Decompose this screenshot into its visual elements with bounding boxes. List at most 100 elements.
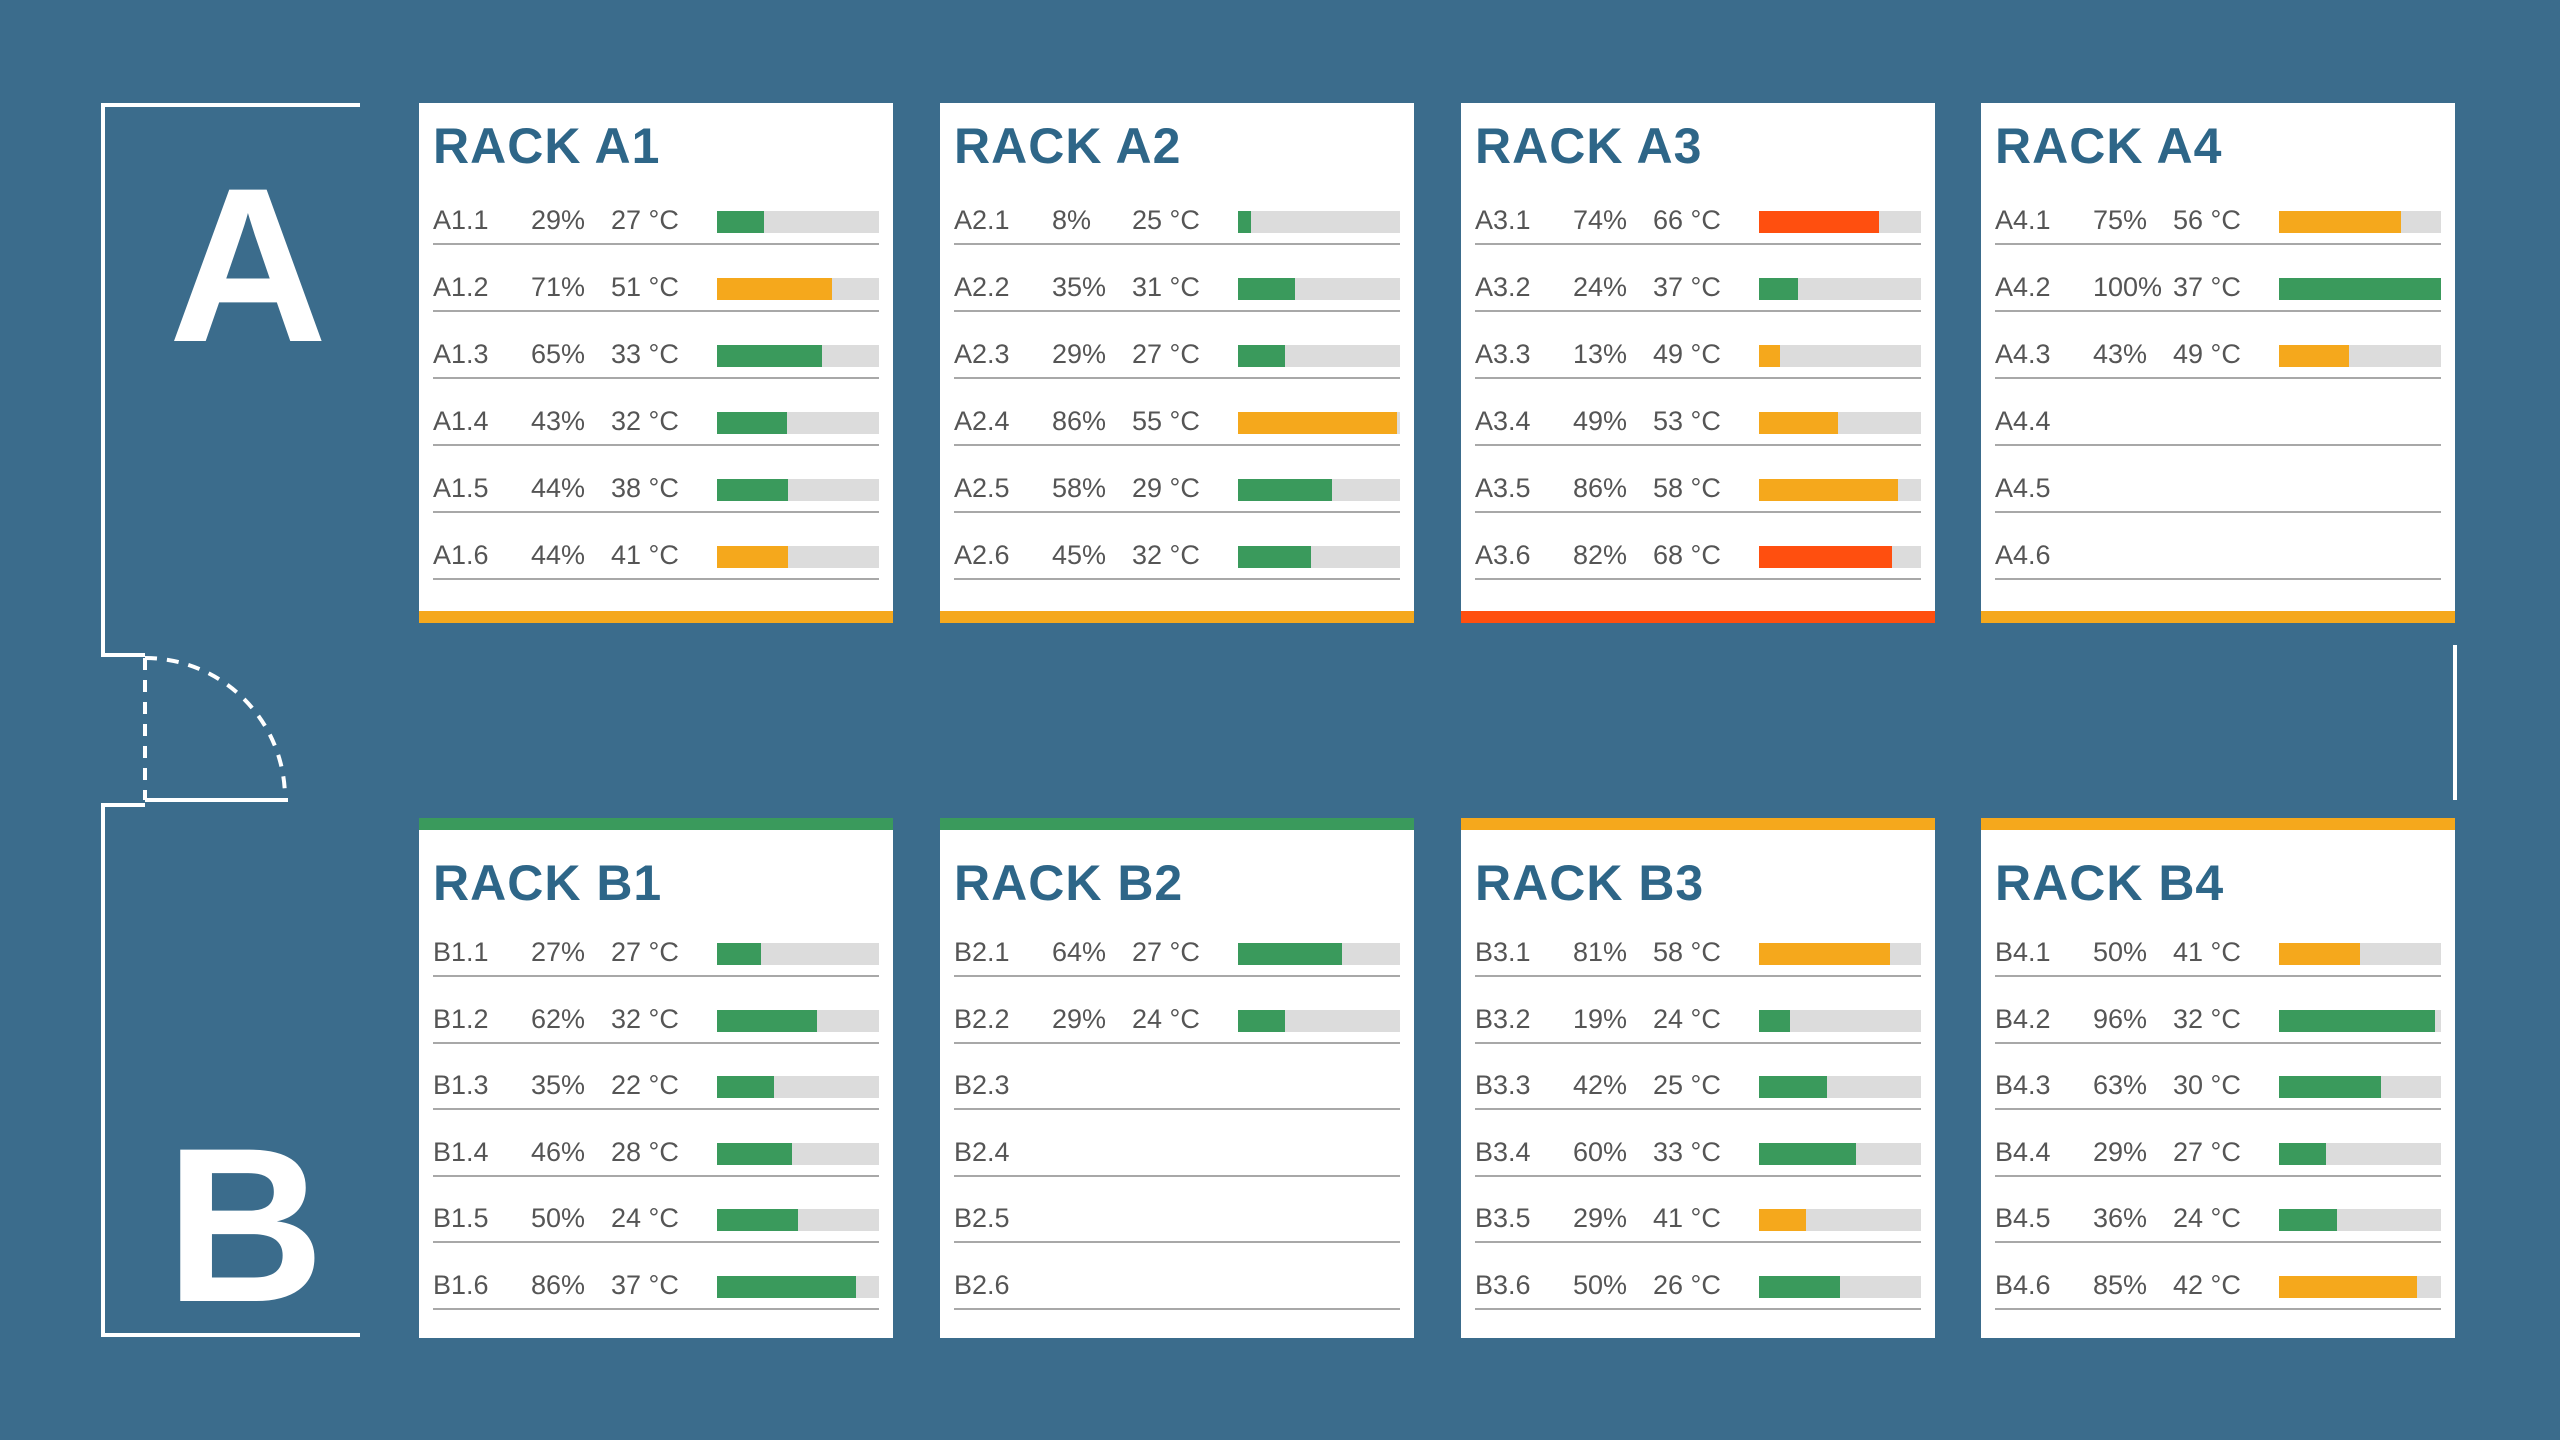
rack-slot-row[interactable]: A3.4 49% 53 °C bbox=[1475, 402, 1921, 446]
slot-load-percent: 27% bbox=[531, 937, 586, 967]
slot-temperature: 32 °C bbox=[611, 406, 679, 436]
slot-load-bar-fill bbox=[1759, 278, 1798, 300]
rack-slot-row[interactable]: B3.6 50% 26 °C bbox=[1475, 1266, 1921, 1310]
rack-status-bar bbox=[1461, 611, 1935, 623]
slot-load-percent: 85% bbox=[2093, 1270, 2148, 1300]
rack-slot-row[interactable]: A2.5 58% 29 °C bbox=[954, 469, 1400, 513]
slot-load-percent: 86% bbox=[1573, 473, 1628, 503]
slot-load-percent: 44% bbox=[531, 540, 586, 570]
rack-slot-row[interactable]: A2.6 45% 32 °C bbox=[954, 536, 1400, 580]
rack-slot-row[interactable]: A1.3 65% 33 °C bbox=[433, 335, 879, 379]
slot-temperature: 27 °C bbox=[611, 937, 679, 967]
rack-slot-row[interactable]: B2.3 bbox=[954, 1066, 1400, 1111]
slot-load-bar-fill bbox=[1238, 479, 1332, 501]
rack-slot-row[interactable]: B4.5 36% 24 °C bbox=[1995, 1199, 2441, 1244]
slot-temperature: 58 °C bbox=[1653, 937, 1721, 967]
rack-card-a1[interactable]: RACK A1 A1.1 29% 27 °C A1.2 71% 51 °C A1.3 65% 33… bbox=[419, 103, 893, 623]
slot-load-bar-fill bbox=[1759, 211, 1879, 233]
rack-slot-row[interactable]: A2.2 35% 31 °C bbox=[954, 268, 1400, 312]
rack-card-a3[interactable]: RACK A3 A3.1 74% 66 °C A3.2 24% 37 °C A3.3 13% 49… bbox=[1461, 103, 1935, 623]
rack-slot-row[interactable]: A1.2 71% 51 °C bbox=[433, 268, 879, 312]
rack-slot-row[interactable]: A3.6 82% 68 °C bbox=[1475, 536, 1921, 580]
slot-name: B4.5 bbox=[1995, 1203, 2051, 1234]
slot-load-bar bbox=[1759, 1009, 1921, 1032]
door-swing-arc bbox=[144, 656, 287, 799]
rack-slot-row[interactable]: A3.2 24% 37 °C bbox=[1475, 268, 1921, 312]
rack-slot-row[interactable]: A1.6 44% 41 °C bbox=[433, 536, 879, 580]
rack-slot-row[interactable]: B4.4 29% 27 °C bbox=[1995, 1133, 2441, 1177]
slot-load-bar-fill bbox=[1759, 1142, 1857, 1165]
rack-slot-row[interactable]: B2.5 bbox=[954, 1199, 1400, 1244]
slot-temperature: 24 °C bbox=[611, 1203, 679, 1234]
rack-slot-row[interactable]: A2.3 29% 27 °C bbox=[954, 335, 1400, 379]
rack-slot-row[interactable]: A1.1 29% 27 °C bbox=[433, 201, 879, 245]
rack-slot-row[interactable]: B1.2 62% 32 °C bbox=[433, 1000, 879, 1044]
rack-slot-row[interactable]: B1.1 27% 27 °C bbox=[433, 933, 879, 977]
slot-name: B3.4 bbox=[1475, 1136, 1531, 1167]
rack-slot-row[interactable]: B4.1 50% 41 °C bbox=[1995, 933, 2441, 977]
slot-temperature: 53 °C bbox=[1653, 406, 1721, 436]
rack-card-a4[interactable]: RACK A4 A4.1 75% 56 °C A4.2 100% 37 °C A4.3 43% 4… bbox=[1981, 103, 2455, 623]
slot-load-percent: 58% bbox=[1052, 473, 1107, 503]
rack-slot-row[interactable]: B2.6 bbox=[954, 1266, 1400, 1310]
slot-load-bar bbox=[717, 943, 879, 965]
rack-slot-row[interactable]: B4.2 96% 32 °C bbox=[1995, 1000, 2441, 1044]
rack-card-b1[interactable]: RACK B1 B1.1 27% 27 °C B1.2 62% 32 °C B1.3 35% 22… bbox=[419, 818, 893, 1338]
slot-load-percent: 29% bbox=[1052, 339, 1107, 369]
slot-load-percent: 43% bbox=[2093, 339, 2148, 369]
rack-slot-row[interactable]: B2.4 bbox=[954, 1133, 1400, 1177]
slot-load-bar-fill bbox=[717, 412, 787, 434]
rack-slot-row[interactable]: B4.3 63% 30 °C bbox=[1995, 1066, 2441, 1111]
rack-slot-row[interactable]: A4.3 43% 49 °C bbox=[1995, 335, 2441, 379]
slot-temperature: 24 °C bbox=[1132, 1003, 1200, 1034]
rack-slot-row[interactable]: A3.1 74% 66 °C bbox=[1475, 201, 1921, 245]
slot-name: B4.2 bbox=[1995, 1003, 2051, 1034]
rack-slot-row[interactable]: B4.6 85% 42 °C bbox=[1995, 1266, 2441, 1310]
slot-load-percent: 50% bbox=[2093, 937, 2148, 967]
rack-slot-row[interactable]: B1.5 50% 24 °C bbox=[433, 1199, 879, 1244]
rack-slot-row[interactable]: B2.2 29% 24 °C bbox=[954, 1000, 1400, 1044]
slot-name: A3.2 bbox=[1475, 272, 1531, 302]
slot-load-bar bbox=[2279, 1142, 2441, 1165]
rack-slot-row[interactable]: A4.5 bbox=[1995, 469, 2441, 513]
rack-slot-row[interactable]: B1.6 86% 37 °C bbox=[433, 1266, 879, 1310]
slot-load-bar bbox=[1238, 345, 1400, 367]
rack-slot-row[interactable]: A4.6 bbox=[1995, 536, 2441, 580]
slot-load-bar-fill bbox=[2279, 1076, 2382, 1099]
rack-slot-row[interactable]: A2.4 86% 55 °C bbox=[954, 402, 1400, 446]
rack-card-a2[interactable]: RACK A2 A2.1 8% 25 °C A2.2 35% 31 °C A2.3 29% 27 … bbox=[940, 103, 1414, 623]
slot-load-bar-fill bbox=[2279, 1009, 2435, 1032]
slot-name: A4.5 bbox=[1995, 473, 2051, 503]
slot-name: A4.4 bbox=[1995, 406, 2051, 436]
rack-card-b4[interactable]: RACK B4 B4.1 50% 41 °C B4.2 96% 32 °C B4.3 63% 30… bbox=[1981, 818, 2455, 1338]
rack-slot-row[interactable]: B1.4 46% 28 °C bbox=[433, 1133, 879, 1177]
slot-load-bar-fill bbox=[717, 479, 789, 501]
rack-slot-row[interactable]: B3.1 81% 58 °C bbox=[1475, 933, 1921, 977]
slot-load-percent: 42% bbox=[1573, 1070, 1628, 1101]
rack-slot-row[interactable]: B3.4 60% 33 °C bbox=[1475, 1133, 1921, 1177]
slot-temperature: 49 °C bbox=[1653, 339, 1721, 369]
rack-slot-row[interactable]: A1.5 44% 38 °C bbox=[433, 469, 879, 513]
slot-load-bar bbox=[1759, 211, 1921, 233]
rack-slot-row[interactable]: B3.3 42% 25 °C bbox=[1475, 1066, 1921, 1111]
rack-slot-row[interactable]: A4.1 75% 56 °C bbox=[1995, 201, 2441, 245]
rack-slot-row[interactable]: A4.4 bbox=[1995, 402, 2441, 446]
slot-name: B2.5 bbox=[954, 1203, 1010, 1234]
rack-card-b2[interactable]: RACK B2 B2.1 64% 27 °C B2.2 29% 24 °C B2.3 B2.4 B… bbox=[940, 818, 1414, 1338]
rack-card-b3[interactable]: RACK B3 B3.1 81% 58 °C B3.2 19% 24 °C B3.3 42% 25… bbox=[1461, 818, 1935, 1338]
slot-name: A3.1 bbox=[1475, 205, 1531, 235]
slot-temperature: 56 °C bbox=[2173, 205, 2241, 235]
slot-load-percent: 75% bbox=[2093, 205, 2148, 235]
rack-slot-row[interactable]: A1.4 43% 32 °C bbox=[433, 402, 879, 446]
rack-slot-row[interactable]: A4.2 100% 37 °C bbox=[1995, 268, 2441, 312]
rack-slot-row[interactable]: A2.1 8% 25 °C bbox=[954, 201, 1400, 245]
rack-slot-row[interactable]: A3.5 86% 58 °C bbox=[1475, 469, 1921, 513]
rack-slot-row[interactable]: B3.2 19% 24 °C bbox=[1475, 1000, 1921, 1044]
rack-slot-row[interactable]: B3.5 29% 41 °C bbox=[1475, 1199, 1921, 1244]
rack-slot-row[interactable]: A3.3 13% 49 °C bbox=[1475, 335, 1921, 379]
slot-name: B2.2 bbox=[954, 1003, 1010, 1034]
rack-title: RACK A1 bbox=[433, 118, 661, 174]
rack-slot-row[interactable]: B1.3 35% 22 °C bbox=[433, 1066, 879, 1111]
rack-slot-row[interactable]: B2.1 64% 27 °C bbox=[954, 933, 1400, 977]
slot-name: A3.6 bbox=[1475, 540, 1531, 570]
